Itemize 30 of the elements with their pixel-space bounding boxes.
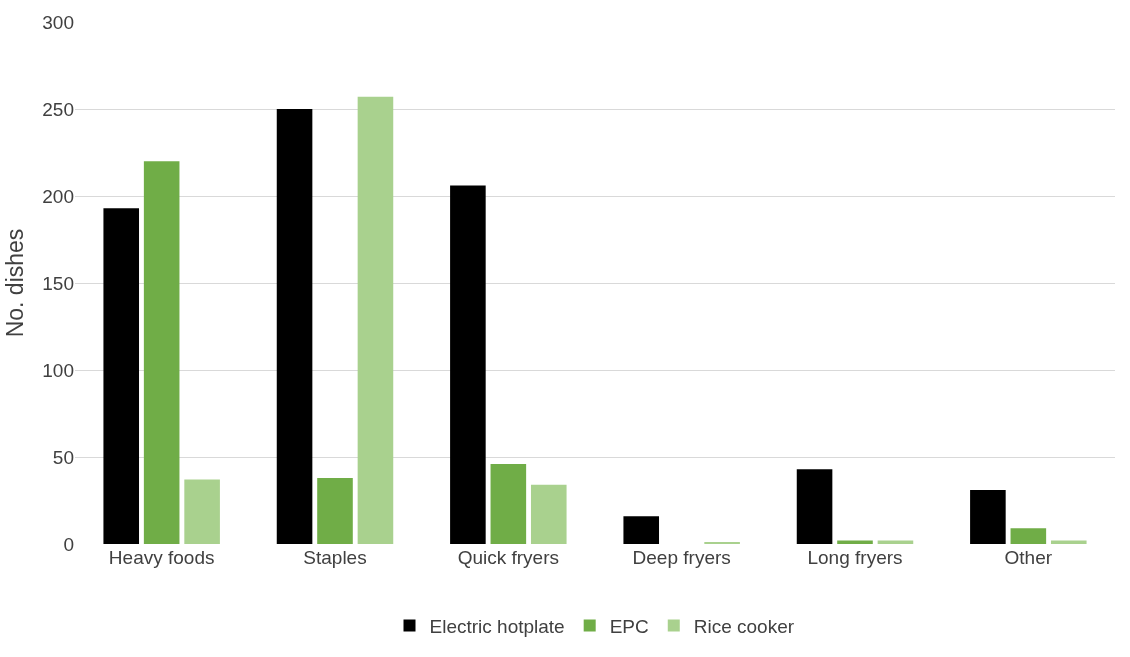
bar <box>1010 528 1047 544</box>
legend-label: Rice cooker <box>693 615 795 637</box>
x-tick-label: Deep fryers <box>632 547 731 568</box>
y-tick-label: 0 <box>63 533 74 555</box>
y-tick-label: 250 <box>42 98 74 120</box>
bar <box>530 484 567 544</box>
x-tick-label: Heavy foods <box>108 547 215 568</box>
x-tick-label: Quick fryers <box>457 547 560 568</box>
bar <box>490 463 527 544</box>
bar <box>623 516 660 544</box>
legend-label: EPC <box>609 615 649 637</box>
y-axis-title: No. dishes <box>1 228 28 338</box>
x-tick-label: Staples <box>303 547 367 568</box>
x-tick-label: Other <box>1004 547 1053 568</box>
x-tick-label: Long fryers <box>807 547 903 568</box>
bar <box>796 469 833 544</box>
y-tick-label: 150 <box>42 272 74 294</box>
legend-label: Electric hotplate <box>429 615 565 637</box>
y-tick-label: 100 <box>42 359 74 381</box>
bar <box>143 161 180 544</box>
bar <box>357 96 394 544</box>
bar <box>184 479 220 544</box>
bar <box>317 477 353 544</box>
bar <box>970 490 1006 544</box>
bar <box>450 185 486 544</box>
y-tick-label: 200 <box>42 185 74 207</box>
bar <box>276 109 313 544</box>
bar <box>103 208 140 544</box>
y-tick-label: 50 <box>52 446 74 468</box>
y-tick-label: 300 <box>42 11 74 33</box>
